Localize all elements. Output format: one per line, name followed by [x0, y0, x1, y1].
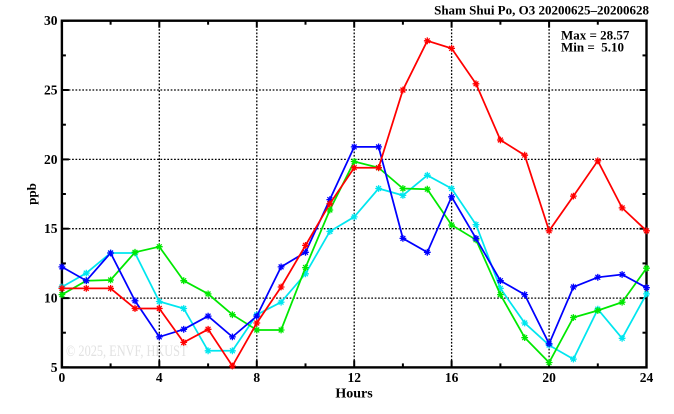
svg-text:25: 25 — [44, 83, 58, 98]
svg-text:24: 24 — [640, 370, 654, 385]
svg-text:15: 15 — [44, 221, 58, 236]
svg-text:4: 4 — [156, 370, 163, 385]
svg-text:10: 10 — [44, 291, 58, 306]
svg-text:5: 5 — [51, 360, 58, 375]
svg-text:ppb: ppb — [24, 183, 39, 205]
svg-text:Hours: Hours — [335, 387, 373, 402]
svg-text:30: 30 — [44, 13, 58, 28]
svg-text:20: 20 — [542, 370, 556, 385]
svg-text:16: 16 — [445, 370, 459, 385]
svg-text:20: 20 — [44, 152, 58, 167]
svg-text:Sham Shui Po, O3 20200625–2020: Sham Shui Po, O3 20200625–20200628 — [434, 3, 649, 18]
svg-text:8: 8 — [253, 370, 260, 385]
svg-text:© 2025, ENVF, HKUST: © 2025, ENVF, HKUST — [66, 343, 188, 360]
svg-text:Max = 28.57: Max = 28.57 — [561, 27, 630, 42]
svg-text:Min = 5.10: Min = 5.10 — [561, 40, 624, 55]
svg-text:0: 0 — [59, 370, 66, 385]
svg-text:12: 12 — [347, 370, 361, 385]
